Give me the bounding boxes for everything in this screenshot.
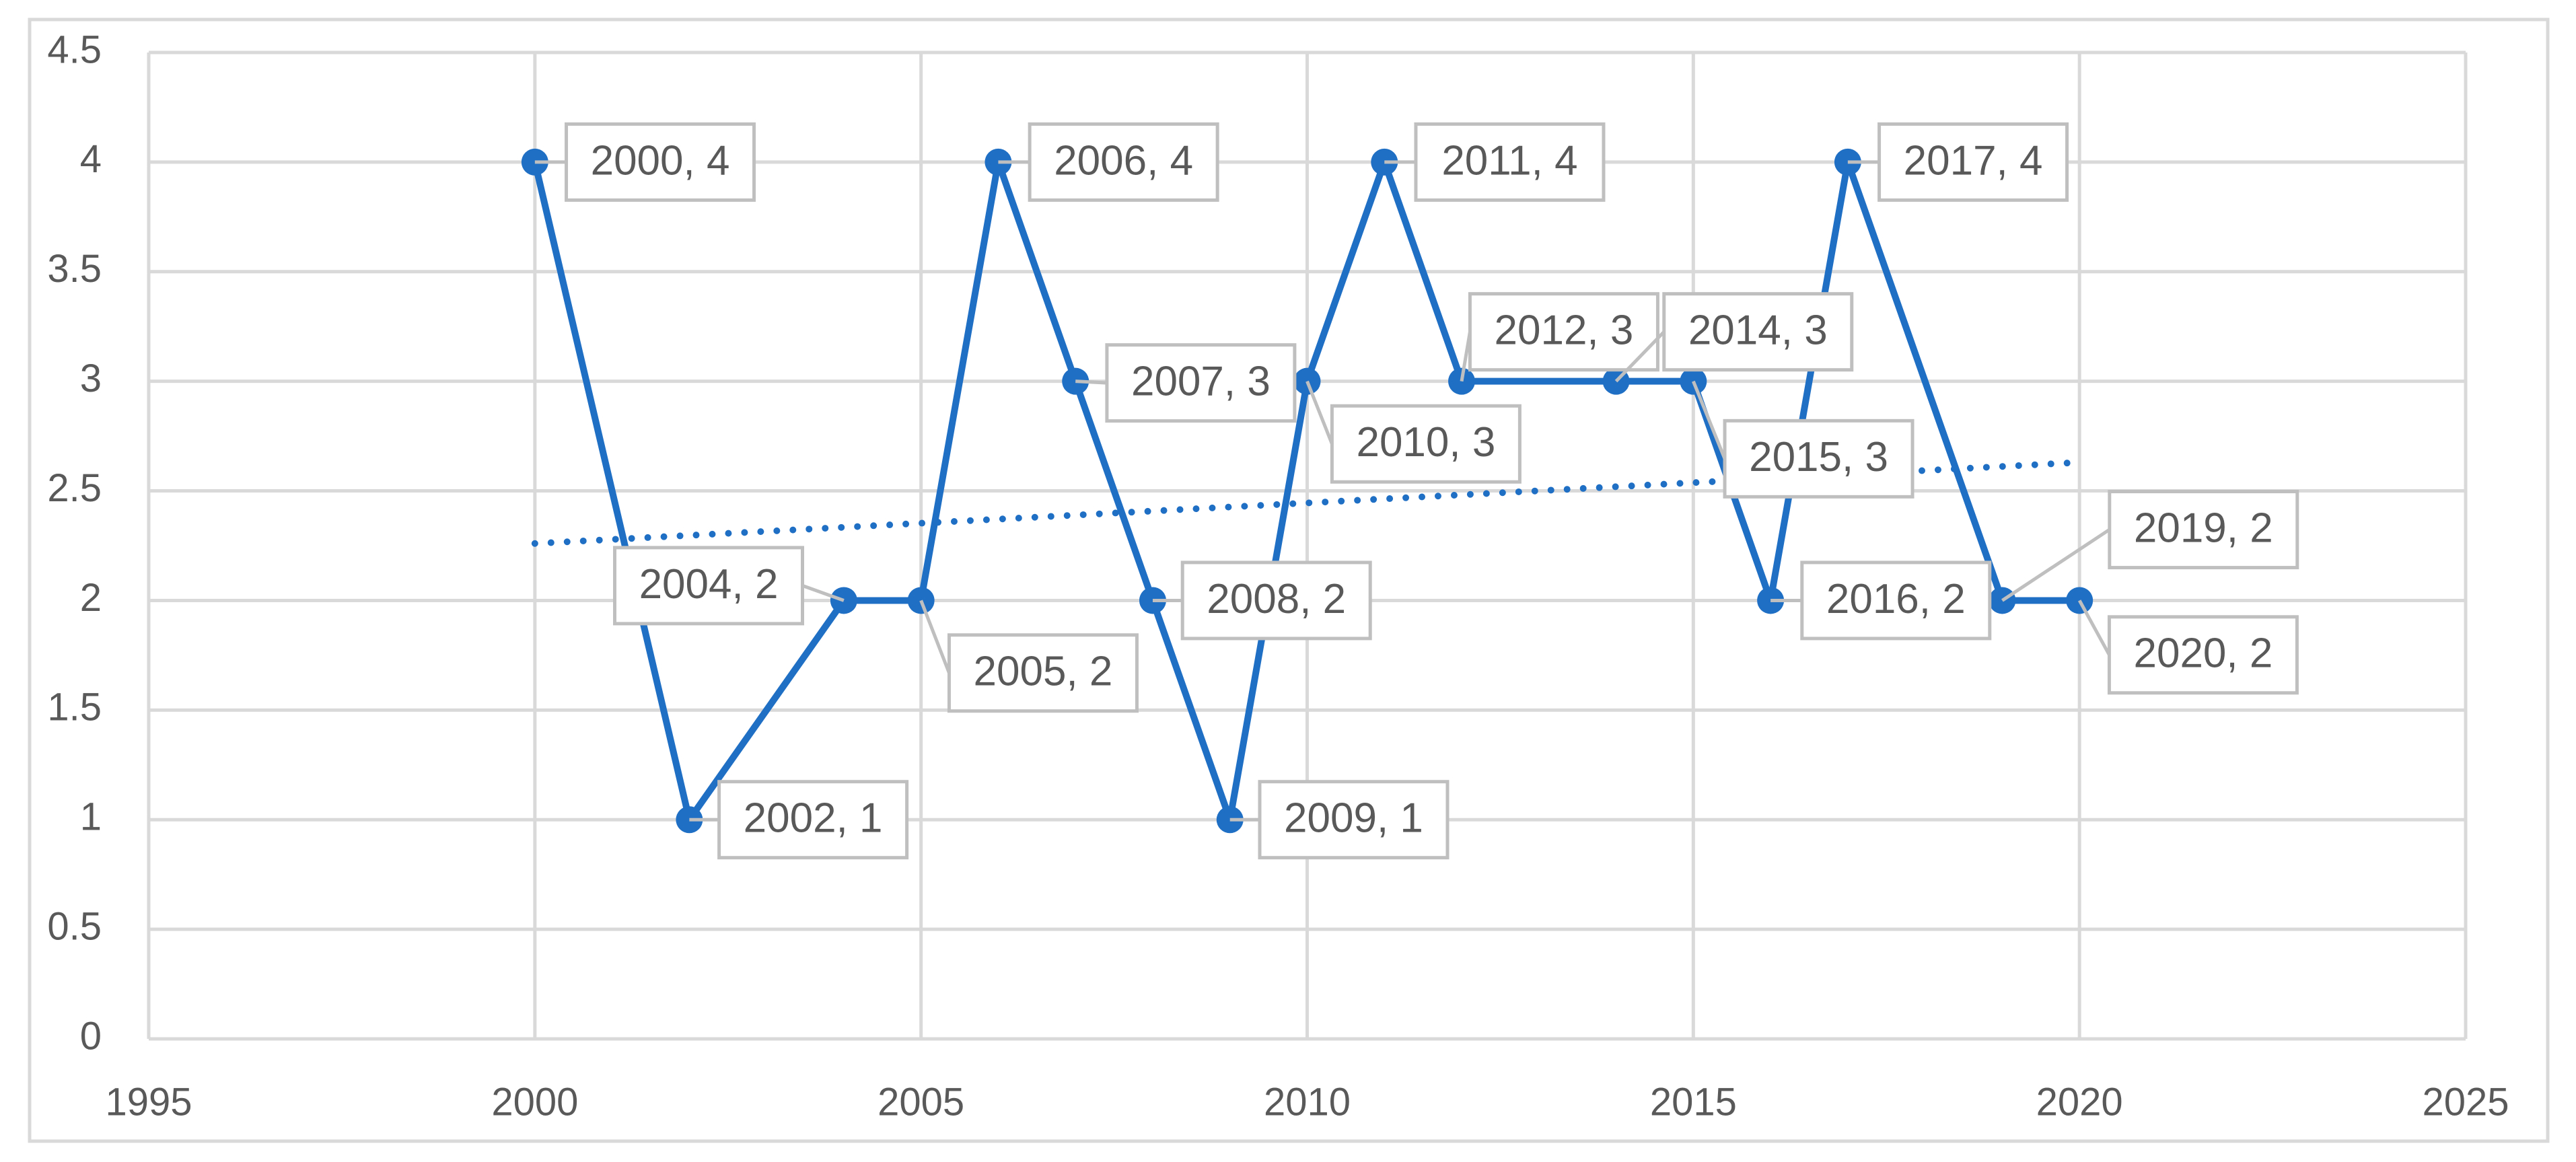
y-tick-label: 1.5	[47, 686, 102, 729]
x-tick-label: 2000	[491, 1080, 578, 1124]
data-label: 2019, 2	[2134, 505, 2273, 551]
data-label: 2005, 2	[974, 649, 1113, 695]
label-box	[947, 633, 1139, 713]
data-label: 2016, 2	[1826, 576, 1966, 622]
y-tick-label: 0.5	[47, 904, 102, 948]
x-tick-label: 2025	[2422, 1080, 2509, 1124]
data-label: 2014, 3	[1688, 307, 1828, 354]
y-tick-label: 3.5	[47, 247, 102, 291]
label-box	[1180, 560, 1372, 641]
data-label: 2008, 2	[1207, 576, 1346, 622]
leader-line	[1692, 380, 1727, 460]
y-tick-label: 3	[80, 357, 102, 400]
leader-line	[2077, 600, 2111, 656]
y-tick-label: 4	[80, 137, 102, 181]
data-label: 2012, 3	[1495, 307, 1634, 354]
label-box	[1877, 122, 2069, 202]
label-box	[2107, 615, 2299, 695]
label-box	[717, 780, 909, 860]
data-label: 2007, 3	[1131, 358, 1271, 404]
data-label: 2011, 4	[1441, 137, 1577, 184]
label-box	[1662, 292, 1854, 372]
label-box	[613, 546, 804, 626]
label-box	[2108, 490, 2299, 570]
label-box	[565, 122, 756, 202]
leader-line	[2001, 528, 2111, 602]
x-tick-label: 2020	[2036, 1080, 2123, 1124]
x-tick-label: 2010	[1264, 1080, 1351, 1124]
label-box	[1028, 122, 1219, 202]
data-label: 2002, 1	[744, 795, 883, 842]
leader-line	[1614, 330, 1666, 383]
y-tick-label: 4.5	[47, 28, 102, 71]
x-tick-label: 1995	[105, 1080, 192, 1124]
label-box	[1800, 560, 1992, 641]
label-box	[1258, 780, 1450, 860]
data-label: 2015, 3	[1749, 434, 1888, 480]
x-tick-label: 2015	[1650, 1080, 1737, 1124]
data-label: 2004, 2	[639, 561, 779, 608]
data-label: 2009, 1	[1284, 795, 1423, 842]
leader-line	[1075, 379, 1108, 385]
leader-line	[919, 600, 951, 674]
data-label: 2006, 4	[1054, 137, 1193, 184]
data-label: 2017, 4	[1904, 137, 2043, 184]
leader-line	[1305, 380, 1334, 445]
label-box	[1105, 343, 1297, 423]
y-tick-label: 0	[80, 1014, 102, 1058]
data-label: 2000, 4	[591, 137, 730, 184]
data-label: 2020, 2	[2133, 630, 2273, 677]
label-box	[1414, 122, 1606, 202]
y-tick-label: 2.5	[47, 466, 102, 510]
label-box	[1468, 292, 1659, 372]
leader-line	[801, 584, 845, 602]
data-label: 2010, 3	[1356, 419, 1495, 466]
label-box	[1330, 404, 1522, 484]
y-tick-label: 1	[80, 795, 102, 839]
label-box	[1723, 419, 1915, 499]
y-tick-label: 2	[80, 576, 102, 620]
x-tick-label: 2005	[878, 1080, 964, 1124]
